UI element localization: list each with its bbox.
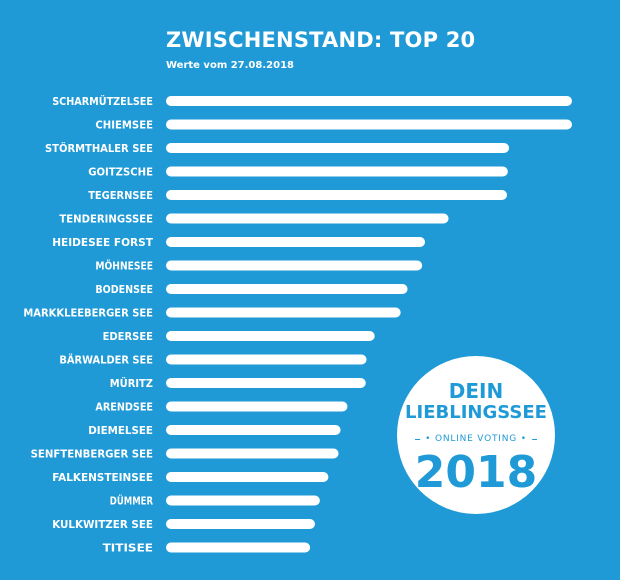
bar (166, 307, 401, 318)
category-label: HEIDESEE FORST (52, 236, 153, 249)
category-label: STÖRMTHALER SEE (45, 141, 153, 155)
bar (166, 190, 508, 200)
category-label: MÖHNESEE (95, 259, 153, 273)
category-label: KULKWITZER SEE (52, 518, 153, 531)
category-label: BÄRWALDER SEE (59, 353, 153, 367)
bar (166, 472, 329, 482)
voting-badge: DEIN LIEBLINGSSEE • ONLINE VOTING • 2018 (397, 356, 555, 514)
category-label: DIEMELSEE (88, 424, 153, 437)
badge-line-2: LIEBLINGSSEE (405, 402, 547, 423)
bar (166, 143, 510, 153)
page-subtitle: Werte vom 27.08.2018 (166, 60, 294, 71)
category-label: FALKENSTEINSEE (52, 471, 153, 484)
badge-voting-label: • ONLINE VOTING • (420, 431, 532, 447)
bar (166, 213, 449, 224)
bar (166, 378, 366, 388)
bar (166, 237, 426, 247)
bar (166, 119, 572, 130)
category-label: MARKKLEEBERGER SEE (23, 307, 153, 320)
category-label: ARENDSEE (95, 401, 153, 414)
badge-year: 2018 (414, 447, 538, 498)
category-label: CHIEMSEE (95, 119, 153, 132)
bar (166, 495, 320, 506)
badge-voting-line: • ONLINE VOTING • (415, 431, 537, 447)
bar (166, 260, 423, 271)
bar (166, 542, 311, 553)
bar (166, 284, 408, 294)
bar (166, 519, 316, 529)
category-label: MÜRITZ (110, 376, 153, 390)
category-label: TENDERINGSSEE (59, 213, 153, 226)
bar (166, 354, 367, 365)
category-label: DÜMMER (110, 494, 154, 508)
badge-line-1: DEIN (448, 379, 504, 403)
bar (166, 96, 572, 106)
bar (166, 425, 341, 435)
category-label: BODENSEE (95, 283, 153, 296)
category-label: EDERSEE (103, 330, 153, 343)
category-label: SCHARMÜTZELSEE (52, 94, 153, 108)
bar (166, 166, 508, 177)
category-label: GOITZSCHE (88, 166, 153, 179)
category-label: TITISEE (103, 542, 153, 555)
bar (166, 331, 375, 341)
bar (166, 401, 348, 412)
category-label: TEGERNSEE (88, 189, 153, 202)
page-title: ZWISCHENSTAND: TOP 20 (166, 28, 476, 52)
bar (166, 448, 339, 459)
category-label: SENFTENBERGER SEE (31, 448, 153, 461)
